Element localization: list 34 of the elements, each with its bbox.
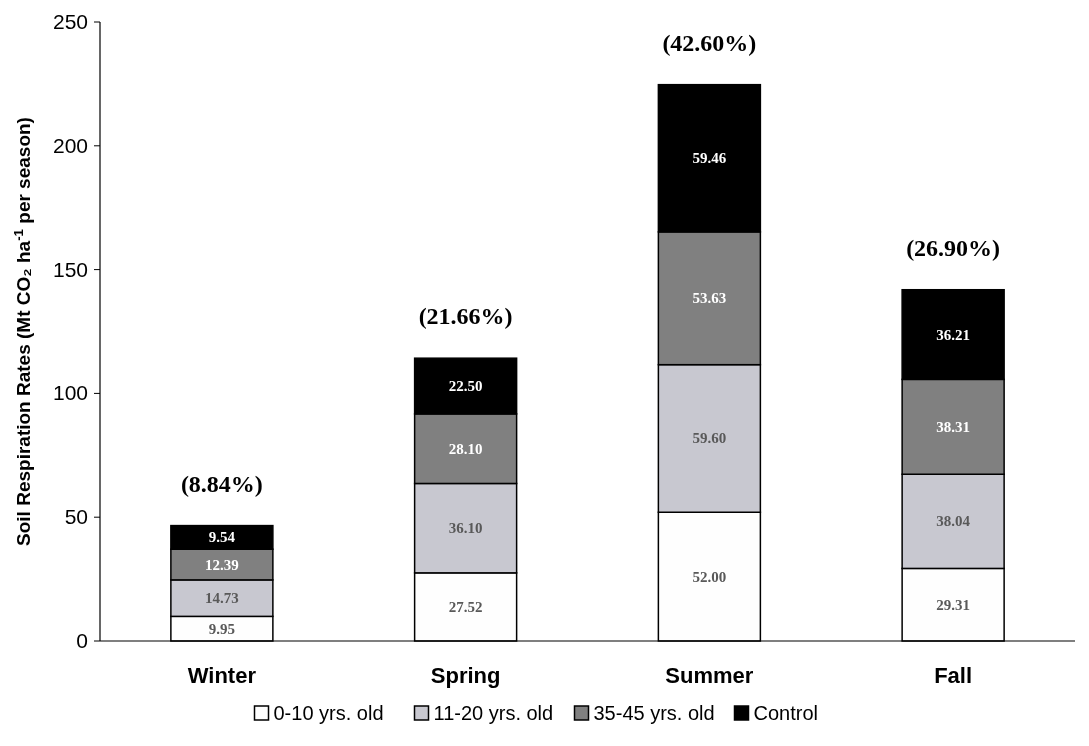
x-tick-label: Spring	[430, 663, 501, 688]
annotation: (21.66%)	[418, 303, 513, 330]
data-label: 38.04	[936, 513, 971, 530]
legend-label: Control	[753, 702, 818, 724]
data-label: 52.00	[692, 568, 727, 585]
legend-label: 11-20 yrs. old	[433, 702, 554, 724]
y-tick-label: 50	[64, 505, 88, 529]
legend-label: 35-45 yrs. old	[593, 702, 715, 724]
data-label: 59.46	[692, 150, 727, 167]
data-label: 9.54	[208, 529, 236, 546]
data-label: 27.52	[448, 598, 483, 615]
annotation: (42.60%)	[662, 29, 757, 56]
data-label: 29.31	[936, 596, 970, 613]
annotation: (8.84%)	[180, 470, 263, 497]
legend-label: 0-10 yrs. old	[273, 702, 384, 724]
y-tick-label: 150	[52, 257, 88, 281]
x-tick-label: Winter	[187, 663, 257, 688]
y-tick-label: 0	[76, 629, 88, 652]
data-label: 36.21	[936, 326, 970, 343]
x-tick-label: Summer	[665, 663, 754, 688]
data-label: 12.39	[205, 556, 239, 573]
y-tick-label: 200	[52, 133, 88, 157]
y-tick-label: 100	[52, 381, 88, 405]
data-label: 28.10	[448, 440, 483, 457]
data-label: 14.73	[205, 590, 239, 607]
data-label: 22.50	[448, 378, 483, 395]
data-label: 53.63	[692, 290, 727, 307]
annotation: (26.90%)	[906, 234, 1001, 261]
y-tick-label: 250	[52, 10, 88, 33]
data-label: 59.60	[692, 430, 727, 447]
x-tick-label: Fall	[934, 663, 973, 688]
data-label: 38.31	[936, 418, 970, 435]
data-label: 36.10	[448, 520, 483, 537]
data-label: 9.95	[208, 620, 235, 637]
